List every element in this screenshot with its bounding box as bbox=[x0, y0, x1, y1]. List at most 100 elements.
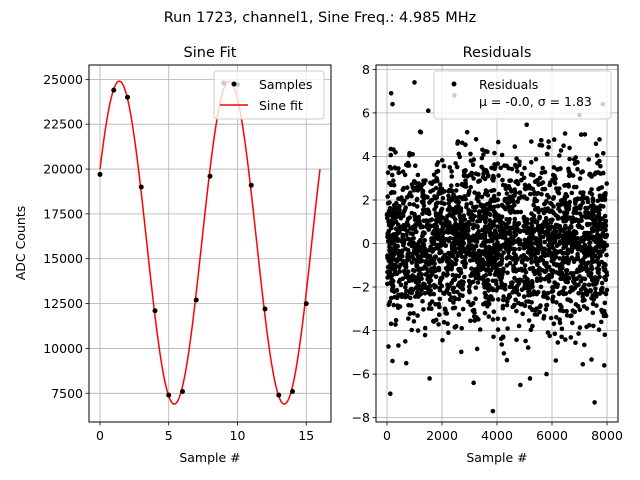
residual-point bbox=[510, 240, 516, 246]
residual-point bbox=[400, 233, 406, 239]
residual-point bbox=[395, 238, 401, 244]
residual-point bbox=[491, 309, 497, 315]
residual-point bbox=[397, 204, 402, 209]
residual-point bbox=[411, 311, 416, 316]
residual-point bbox=[453, 205, 459, 210]
residual-point bbox=[577, 307, 583, 313]
residual-point bbox=[462, 230, 468, 236]
residual-point bbox=[505, 270, 510, 276]
residual-point bbox=[500, 177, 505, 183]
residual-point bbox=[522, 267, 528, 273]
residual-point bbox=[421, 218, 427, 224]
residual-point bbox=[506, 253, 512, 259]
residual-point bbox=[403, 294, 408, 300]
residual-point bbox=[553, 358, 559, 363]
residual-point bbox=[583, 209, 588, 215]
sine-fit-legend: Samples Sine fit bbox=[213, 70, 325, 120]
residual-point bbox=[469, 302, 474, 308]
residuals-xtick-label: 8000 bbox=[591, 428, 623, 443]
residual-point bbox=[540, 250, 546, 256]
residual-point bbox=[495, 327, 501, 332]
residual-point bbox=[558, 276, 563, 282]
residual-point bbox=[582, 342, 587, 348]
residual-point bbox=[550, 245, 556, 251]
residual-point bbox=[405, 236, 411, 242]
residual-point bbox=[545, 192, 550, 198]
residual-point bbox=[565, 231, 570, 237]
residual-point bbox=[483, 149, 489, 154]
residual-point bbox=[579, 218, 584, 223]
residual-point bbox=[455, 283, 461, 288]
residual-point bbox=[496, 252, 502, 257]
residual-point bbox=[526, 299, 532, 304]
residual-point bbox=[575, 159, 580, 165]
residual-point bbox=[544, 268, 549, 273]
residual-point bbox=[505, 326, 510, 331]
residuals-ytick-label: 8 bbox=[362, 62, 370, 77]
residual-point bbox=[455, 182, 460, 188]
residual-point bbox=[582, 276, 588, 282]
residual-point bbox=[589, 253, 594, 259]
legend-residuals-stats: μ = -0.0, σ = 1.83 bbox=[479, 94, 592, 109]
residual-point bbox=[420, 190, 425, 195]
residual-point bbox=[492, 214, 498, 219]
residual-point bbox=[440, 224, 446, 230]
residual-point bbox=[580, 169, 585, 174]
residual-point bbox=[521, 241, 527, 247]
residual-point bbox=[426, 284, 431, 290]
residual-point bbox=[432, 234, 438, 239]
residual-point bbox=[442, 306, 448, 312]
residual-point bbox=[414, 258, 420, 263]
residual-point bbox=[515, 278, 520, 283]
residual-point bbox=[523, 338, 528, 344]
residual-point bbox=[453, 221, 458, 226]
residual-point bbox=[570, 308, 576, 313]
residual-point bbox=[485, 245, 491, 251]
residual-point bbox=[413, 180, 418, 185]
residual-point bbox=[533, 156, 539, 162]
residual-point bbox=[542, 239, 547, 245]
residual-point bbox=[588, 273, 593, 278]
sine-fit-chart: Sine Fit 0 5 10 15 7500 10000 12500 15000 17500 2… bbox=[13, 45, 332, 465]
residual-point bbox=[431, 291, 437, 297]
residual-point bbox=[418, 186, 424, 192]
residual-point bbox=[504, 224, 509, 229]
residual-point bbox=[492, 210, 498, 216]
residual-point bbox=[393, 166, 399, 171]
residual-point bbox=[401, 241, 407, 246]
residual-point bbox=[541, 210, 547, 216]
residual-point bbox=[543, 307, 549, 312]
residual-point bbox=[518, 209, 524, 215]
residual-point bbox=[395, 210, 400, 216]
residual-point bbox=[447, 165, 453, 170]
legend-sine-fit-label: Sine fit bbox=[259, 98, 303, 113]
sine-fit-legend-box bbox=[213, 70, 325, 120]
residual-point bbox=[485, 267, 491, 272]
residual-point bbox=[446, 220, 452, 225]
residual-point bbox=[440, 337, 445, 343]
residual-point bbox=[538, 284, 544, 290]
residual-point bbox=[522, 186, 528, 191]
residual-point bbox=[599, 280, 605, 286]
residual-point bbox=[403, 262, 409, 267]
residual-point bbox=[492, 162, 497, 167]
residual-point bbox=[524, 257, 530, 262]
residual-point bbox=[602, 268, 607, 273]
residual-point bbox=[482, 241, 487, 246]
residual-point bbox=[401, 269, 407, 274]
residual-point bbox=[478, 261, 483, 266]
suptitle: Run 1723, channel1, Sine Freq.: 4.985 MH… bbox=[164, 10, 477, 26]
residual-point bbox=[470, 257, 476, 263]
residual-point bbox=[552, 284, 557, 289]
residual-point bbox=[561, 245, 566, 250]
residual-point bbox=[536, 267, 541, 273]
residual-point bbox=[433, 201, 439, 207]
residual-point bbox=[590, 293, 596, 298]
residual-point bbox=[450, 253, 456, 259]
residual-point bbox=[454, 164, 460, 170]
residual-point bbox=[421, 243, 427, 249]
residual-point bbox=[461, 173, 467, 179]
residual-point bbox=[396, 343, 401, 348]
residual-point bbox=[570, 173, 576, 178]
residual-point bbox=[564, 268, 569, 273]
